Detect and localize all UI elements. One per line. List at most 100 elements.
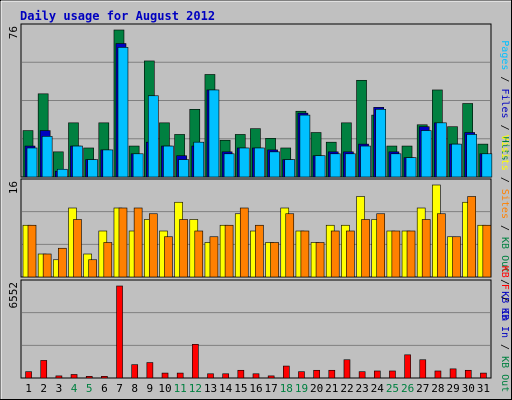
legend-label: Pages / Files / Hits bbox=[499, 40, 510, 160]
x-tick-label: 2 bbox=[40, 382, 47, 395]
bar-sites bbox=[88, 259, 97, 278]
x-tick-label: 4 bbox=[71, 382, 78, 395]
bar-kb-f bbox=[404, 354, 411, 379]
x-tick-label: 29 bbox=[446, 382, 459, 395]
panel-top: 76 Pages / Files / Hits bbox=[7, 23, 510, 178]
bar-pages bbox=[360, 145, 371, 178]
legend-part: KB Out bbox=[499, 356, 510, 392]
bar-sites bbox=[270, 242, 279, 278]
legend-part: Sites bbox=[499, 189, 510, 219]
legend-label: KB F / KB In / KB Out bbox=[499, 266, 510, 392]
bar-sites bbox=[148, 213, 158, 278]
bar-sites bbox=[285, 213, 295, 278]
bar-pages bbox=[269, 151, 280, 178]
panel-bottom: 6552 KB F / KB In / KB Out bbox=[7, 266, 510, 392]
x-tick-label: 23 bbox=[356, 382, 369, 395]
series-sites bbox=[27, 196, 492, 278]
bar-sites bbox=[300, 230, 310, 278]
x-tick-label: 5 bbox=[86, 382, 93, 395]
bar-kb-f bbox=[283, 365, 290, 379]
bar-kb-f bbox=[207, 373, 214, 379]
bar-kb-f bbox=[222, 373, 229, 379]
bar-sites bbox=[467, 196, 476, 278]
x-tick-label: 3 bbox=[56, 382, 63, 395]
bar-sites bbox=[103, 242, 113, 278]
bar-sites bbox=[73, 219, 82, 278]
bar-pages bbox=[147, 95, 159, 178]
bar-sites bbox=[239, 207, 249, 278]
legend-label: Visits / Sites / KB Out / KB In bbox=[499, 135, 510, 322]
bar-pages bbox=[299, 114, 311, 178]
x-tick-label: 27 bbox=[416, 382, 429, 395]
bar-sites bbox=[406, 230, 416, 278]
bar-pages bbox=[72, 145, 83, 178]
bar-pages bbox=[208, 89, 220, 178]
x-tick-label: 17 bbox=[265, 382, 278, 395]
x-tick-label: 15 bbox=[234, 382, 247, 395]
bar-kb-f bbox=[480, 372, 487, 379]
panel-middle: 16 Visits / Sites / KB Out / KB In bbox=[7, 135, 510, 322]
bar-pages bbox=[436, 122, 447, 178]
bar-kb-f bbox=[25, 371, 32, 379]
bar-sites bbox=[58, 247, 67, 278]
bar-pages bbox=[223, 153, 235, 178]
legend-part: / bbox=[499, 273, 510, 291]
bar-kb-f bbox=[434, 370, 442, 379]
bar-sites bbox=[391, 230, 401, 278]
bar-sites bbox=[421, 219, 431, 278]
legend-part: / bbox=[499, 70, 510, 88]
bar-kb-f bbox=[131, 364, 139, 379]
bar-sites bbox=[255, 224, 264, 278]
x-tick-label: 10 bbox=[158, 382, 171, 395]
legend-part: KB In bbox=[499, 291, 510, 321]
x-axis-day-labels: 1 2 3 4 5 6 7 8 9 10 11 12 13 14 15 16 17 18 19 20 21 22 23 24 2… bbox=[25, 382, 490, 395]
bar-kb-f bbox=[358, 371, 366, 379]
bar-sites bbox=[315, 242, 325, 278]
bar-sites bbox=[361, 219, 370, 278]
bar-kb-f bbox=[161, 372, 169, 379]
bar-sites bbox=[194, 230, 204, 278]
bar-sites bbox=[346, 230, 355, 278]
x-tick-label: 21 bbox=[325, 382, 338, 395]
x-tick-label: 20 bbox=[310, 382, 323, 395]
x-tick-label: 25 bbox=[386, 382, 399, 395]
legend-part: / bbox=[499, 338, 510, 356]
bar-kb-f bbox=[464, 369, 472, 379]
legend-part: KB F bbox=[499, 266, 510, 290]
bar-sites bbox=[482, 224, 492, 278]
bar-kb-f bbox=[267, 375, 275, 379]
bar-pages bbox=[390, 153, 402, 178]
bar-pages bbox=[57, 168, 68, 178]
bar-sites bbox=[27, 224, 37, 278]
bar-kb-f bbox=[176, 372, 184, 379]
x-tick-label: 16 bbox=[249, 382, 262, 395]
bar-kb-f bbox=[343, 359, 351, 379]
bar-kb-f bbox=[313, 369, 320, 379]
bar-pages bbox=[405, 157, 417, 178]
x-tick-label: 19 bbox=[295, 382, 308, 395]
legend-part: Pages bbox=[499, 40, 510, 70]
bar-sites bbox=[330, 230, 340, 278]
x-tick-label: 14 bbox=[219, 382, 233, 395]
bar-kb-f bbox=[373, 370, 381, 379]
series-pages bbox=[26, 47, 493, 178]
x-tick-label: 8 bbox=[131, 382, 138, 395]
x-tick-label: 1 bbox=[25, 382, 32, 395]
bar-pages bbox=[163, 145, 174, 178]
bar-kb-f bbox=[298, 371, 305, 379]
bar-kb-f bbox=[101, 376, 108, 379]
series-kb-f bbox=[25, 285, 487, 379]
bar-kb-f bbox=[449, 368, 457, 379]
bar-pages bbox=[466, 134, 477, 178]
bar-kb-f bbox=[116, 285, 123, 379]
bar-kb-f bbox=[252, 373, 260, 379]
bar-pages bbox=[375, 109, 387, 178]
bar-pages bbox=[420, 130, 432, 178]
x-tick-label: 22 bbox=[340, 382, 353, 395]
y-max-label: 76 bbox=[7, 26, 20, 39]
x-tick-label: 6 bbox=[101, 382, 108, 395]
bar-sites bbox=[437, 213, 446, 278]
legend-part: KB In bbox=[499, 308, 510, 338]
legend-part: KB Out bbox=[499, 237, 510, 273]
